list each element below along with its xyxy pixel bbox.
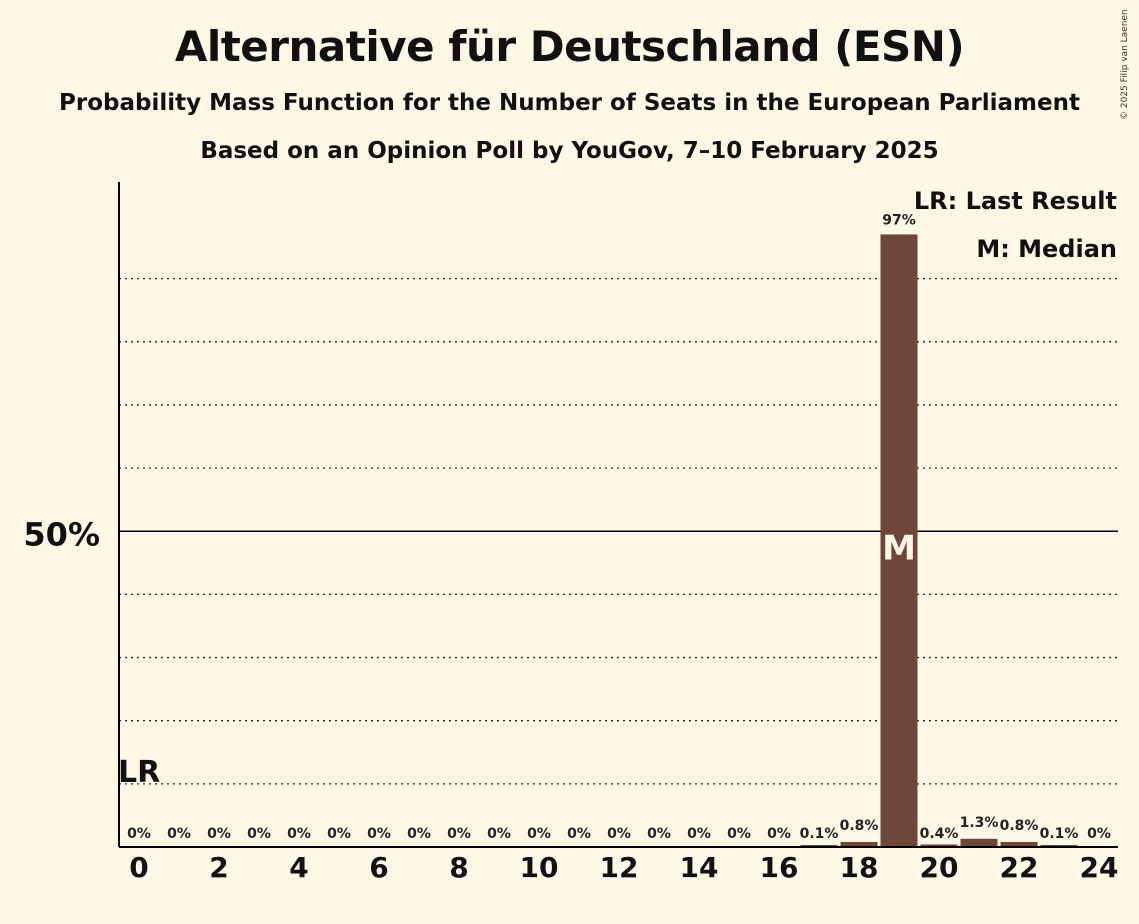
data-label: 0% xyxy=(767,826,791,842)
chart-source: Based on an Opinion Poll by YouGov, 7–10… xyxy=(200,138,939,164)
bar xyxy=(880,234,918,847)
data-label: 0% xyxy=(567,826,591,842)
x-tick-label: 8 xyxy=(449,851,468,884)
y-tick-label: 50% xyxy=(23,515,100,553)
last-result-marker: LR xyxy=(118,755,160,790)
x-tick-label: 6 xyxy=(369,851,388,884)
data-label: 0.8% xyxy=(1000,818,1039,834)
bar xyxy=(920,844,958,847)
data-label: 0% xyxy=(207,826,231,842)
data-label: 0% xyxy=(367,826,391,842)
data-label: 0% xyxy=(447,826,471,842)
legend-last-result: LR: Last Result xyxy=(914,187,1117,215)
x-tick-label: 22 xyxy=(1000,851,1039,884)
x-tick-label: 14 xyxy=(680,851,719,884)
bar xyxy=(1000,841,1038,847)
data-label: 0% xyxy=(487,826,511,842)
x-tick-label: 16 xyxy=(760,851,799,884)
x-tick-label: 20 xyxy=(920,851,959,884)
data-label: 0.4% xyxy=(920,826,959,842)
chart-subtitle: Probability Mass Function for the Number… xyxy=(59,90,1080,116)
chart-title: Alternative für Deutschland (ESN) xyxy=(174,22,965,71)
data-label: 0% xyxy=(407,826,431,842)
x-tick-label: 18 xyxy=(840,851,879,884)
data-label: 0% xyxy=(647,826,671,842)
data-label: 0% xyxy=(687,826,711,842)
data-label: 0% xyxy=(607,826,631,842)
x-tick-label: 4 xyxy=(289,851,308,884)
data-label: 0% xyxy=(247,826,271,842)
x-tick-label: 0 xyxy=(129,851,148,884)
data-label: 0% xyxy=(127,826,151,842)
data-label: 0% xyxy=(527,826,551,842)
x-tick-label: 24 xyxy=(1080,851,1119,884)
data-label: 1.3% xyxy=(960,815,999,831)
x-tick-label: 10 xyxy=(520,851,559,884)
x-tick-label: 2 xyxy=(209,851,228,884)
data-label: 0.1% xyxy=(1040,826,1079,842)
data-label: 0.1% xyxy=(800,826,839,842)
legend-median: M: Median xyxy=(976,235,1117,263)
data-label: 0% xyxy=(727,826,751,842)
x-tick-label: 12 xyxy=(600,851,639,884)
data-label: 0% xyxy=(287,826,311,842)
data-label: 0% xyxy=(1087,826,1111,842)
data-label: 0% xyxy=(327,826,351,842)
median-marker: M xyxy=(882,528,916,568)
bar xyxy=(840,841,878,847)
data-label: 0.8% xyxy=(840,818,879,834)
data-label: 97% xyxy=(882,212,916,228)
data-label: 0% xyxy=(167,826,191,842)
bar xyxy=(960,838,998,847)
